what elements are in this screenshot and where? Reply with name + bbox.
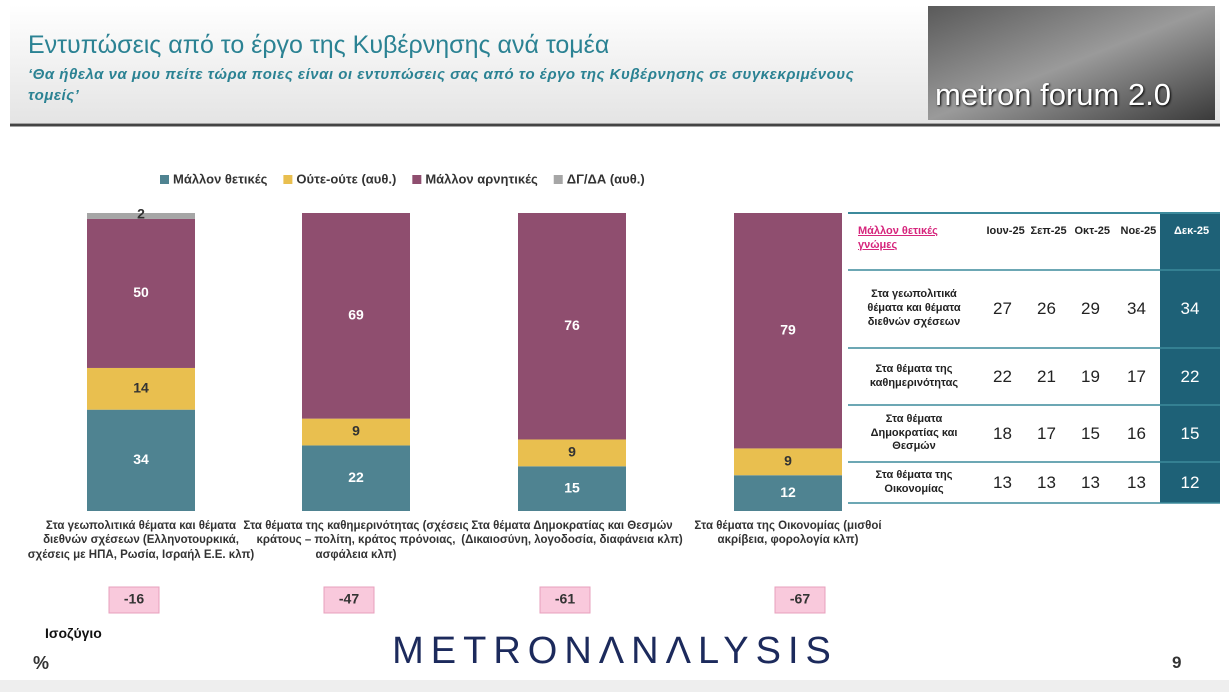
category-label: Στα θέματα της καθημερινότητας (σχέσεις … — [243, 520, 469, 561]
row-label: Στα θέματα της Οικονομίας — [875, 468, 953, 495]
table-cell: 17 — [1037, 423, 1056, 443]
table-header: Ιουν-25 — [986, 225, 1025, 237]
data-label: 15 — [564, 479, 580, 495]
table-cell: 18 — [993, 423, 1012, 443]
table-cell: 34 — [1180, 299, 1200, 319]
bar-segment — [87, 367, 195, 410]
table-header: Οκτ-25 — [1074, 225, 1111, 237]
bar-segment — [302, 445, 410, 511]
table-header: Νοε-25 — [1120, 225, 1157, 237]
table-cell: 12 — [1180, 472, 1200, 492]
table-cell: 27 — [993, 299, 1012, 319]
bar-segment — [518, 213, 626, 440]
table-cell: 13 — [1037, 472, 1056, 492]
balance-value: -47 — [339, 591, 359, 607]
bar-segment — [734, 475, 842, 511]
data-label: 76 — [564, 317, 580, 333]
table-header: Δεκ-25 — [1174, 225, 1210, 237]
bar-segment — [734, 213, 842, 449]
balance-value: -61 — [555, 591, 575, 607]
legend-swatch — [283, 175, 293, 184]
balance-value: -16 — [124, 591, 144, 607]
balance-box — [539, 586, 591, 614]
legend-swatch — [160, 175, 169, 184]
bar-segment — [518, 466, 626, 511]
data-label: 9 — [568, 444, 576, 460]
table-header: Μάλλον θετικές γνώμες — [858, 225, 938, 251]
data-label: 9 — [784, 453, 792, 469]
data-label: 69 — [348, 307, 364, 323]
data-label: 14 — [133, 380, 149, 396]
table-cell: 13 — [993, 472, 1012, 492]
brand: METRONΛNΛLYSIS — [392, 630, 838, 672]
legend-swatch — [412, 175, 422, 184]
table-cell: 16 — [1127, 423, 1146, 443]
bar-segment — [734, 448, 842, 476]
table-cell: 34 — [1127, 299, 1146, 319]
legend-label: Μάλλον θετικές — [173, 171, 268, 186]
data-label: 50 — [133, 284, 149, 300]
table-cell: 15 — [1180, 423, 1200, 443]
footer-bar — [0, 680, 1229, 692]
title: Εντυπώσεις από το έργο της Κυβέρνησης αν… — [28, 31, 610, 59]
table-cell: 19 — [1081, 366, 1100, 386]
legend-label: Μάλλον αρνητικές — [425, 171, 538, 186]
table-cell: 21 — [1037, 366, 1056, 386]
table-highlight-col — [1160, 213, 1220, 503]
balance-box — [108, 586, 160, 614]
data-label: 12 — [780, 484, 796, 500]
bar-segment — [87, 213, 195, 219]
data-label: 34 — [133, 451, 149, 467]
category-label: Στα γεωπολιτικά θέματα και θέματα διεθνώ… — [27, 520, 255, 561]
bar-segment — [518, 439, 626, 467]
table-cell: 17 — [1127, 366, 1146, 386]
data-label: 79 — [780, 321, 796, 337]
row-label: Στα θέματα της καθημερινότητας — [869, 362, 959, 389]
balance-box — [774, 586, 826, 614]
bar-segment — [87, 409, 195, 511]
table-cell: 15 — [1081, 423, 1100, 443]
balance-label: Ισοζύγιο — [45, 625, 102, 641]
table-cell: 26 — [1037, 299, 1056, 319]
data-label: 9 — [352, 423, 360, 439]
data-label: 2 — [137, 206, 145, 222]
table-cell: 22 — [993, 366, 1012, 386]
table-cell: 13 — [1127, 472, 1146, 492]
legend-label: Ούτε-ούτε (αυθ.) — [296, 171, 396, 186]
balance-value: -67 — [790, 591, 810, 607]
bar-segment — [302, 213, 410, 419]
row-label: Στα γεωπολιτικά θέματα και θέματα διεθνώ… — [867, 288, 961, 328]
logo-text: metron forum 2.0 — [935, 77, 1172, 112]
data-label: 22 — [348, 469, 364, 485]
legend-label: ΔΓ/ΔΑ (αυθ.) — [567, 171, 645, 186]
table-cell: 22 — [1180, 366, 1200, 386]
table-cell: 13 — [1081, 472, 1100, 492]
category-label: Στα θέματα της Οικονομίας (μισθοί ακρίβε… — [694, 520, 882, 547]
row-label: Στα θέματα Δημοκρατίας και Θεσμών — [870, 412, 958, 453]
page-number: 9 — [1172, 653, 1182, 672]
category-label: Στα θέματα Δημοκρατίας και Θεσμών (Δικαι… — [461, 520, 683, 547]
subtitle: ‘Θα ήθελα να μου πείτε τώρα ποιες είναι … — [28, 66, 855, 104]
unit: % — [33, 653, 50, 673]
logo-bg — [928, 6, 1215, 120]
balance-box — [323, 586, 375, 614]
legend-swatch — [553, 175, 563, 184]
bar-segment — [302, 418, 410, 446]
bar-segment — [87, 218, 195, 368]
table-cell: 29 — [1081, 299, 1100, 319]
table-header: Σεπ-25 — [1030, 225, 1067, 237]
